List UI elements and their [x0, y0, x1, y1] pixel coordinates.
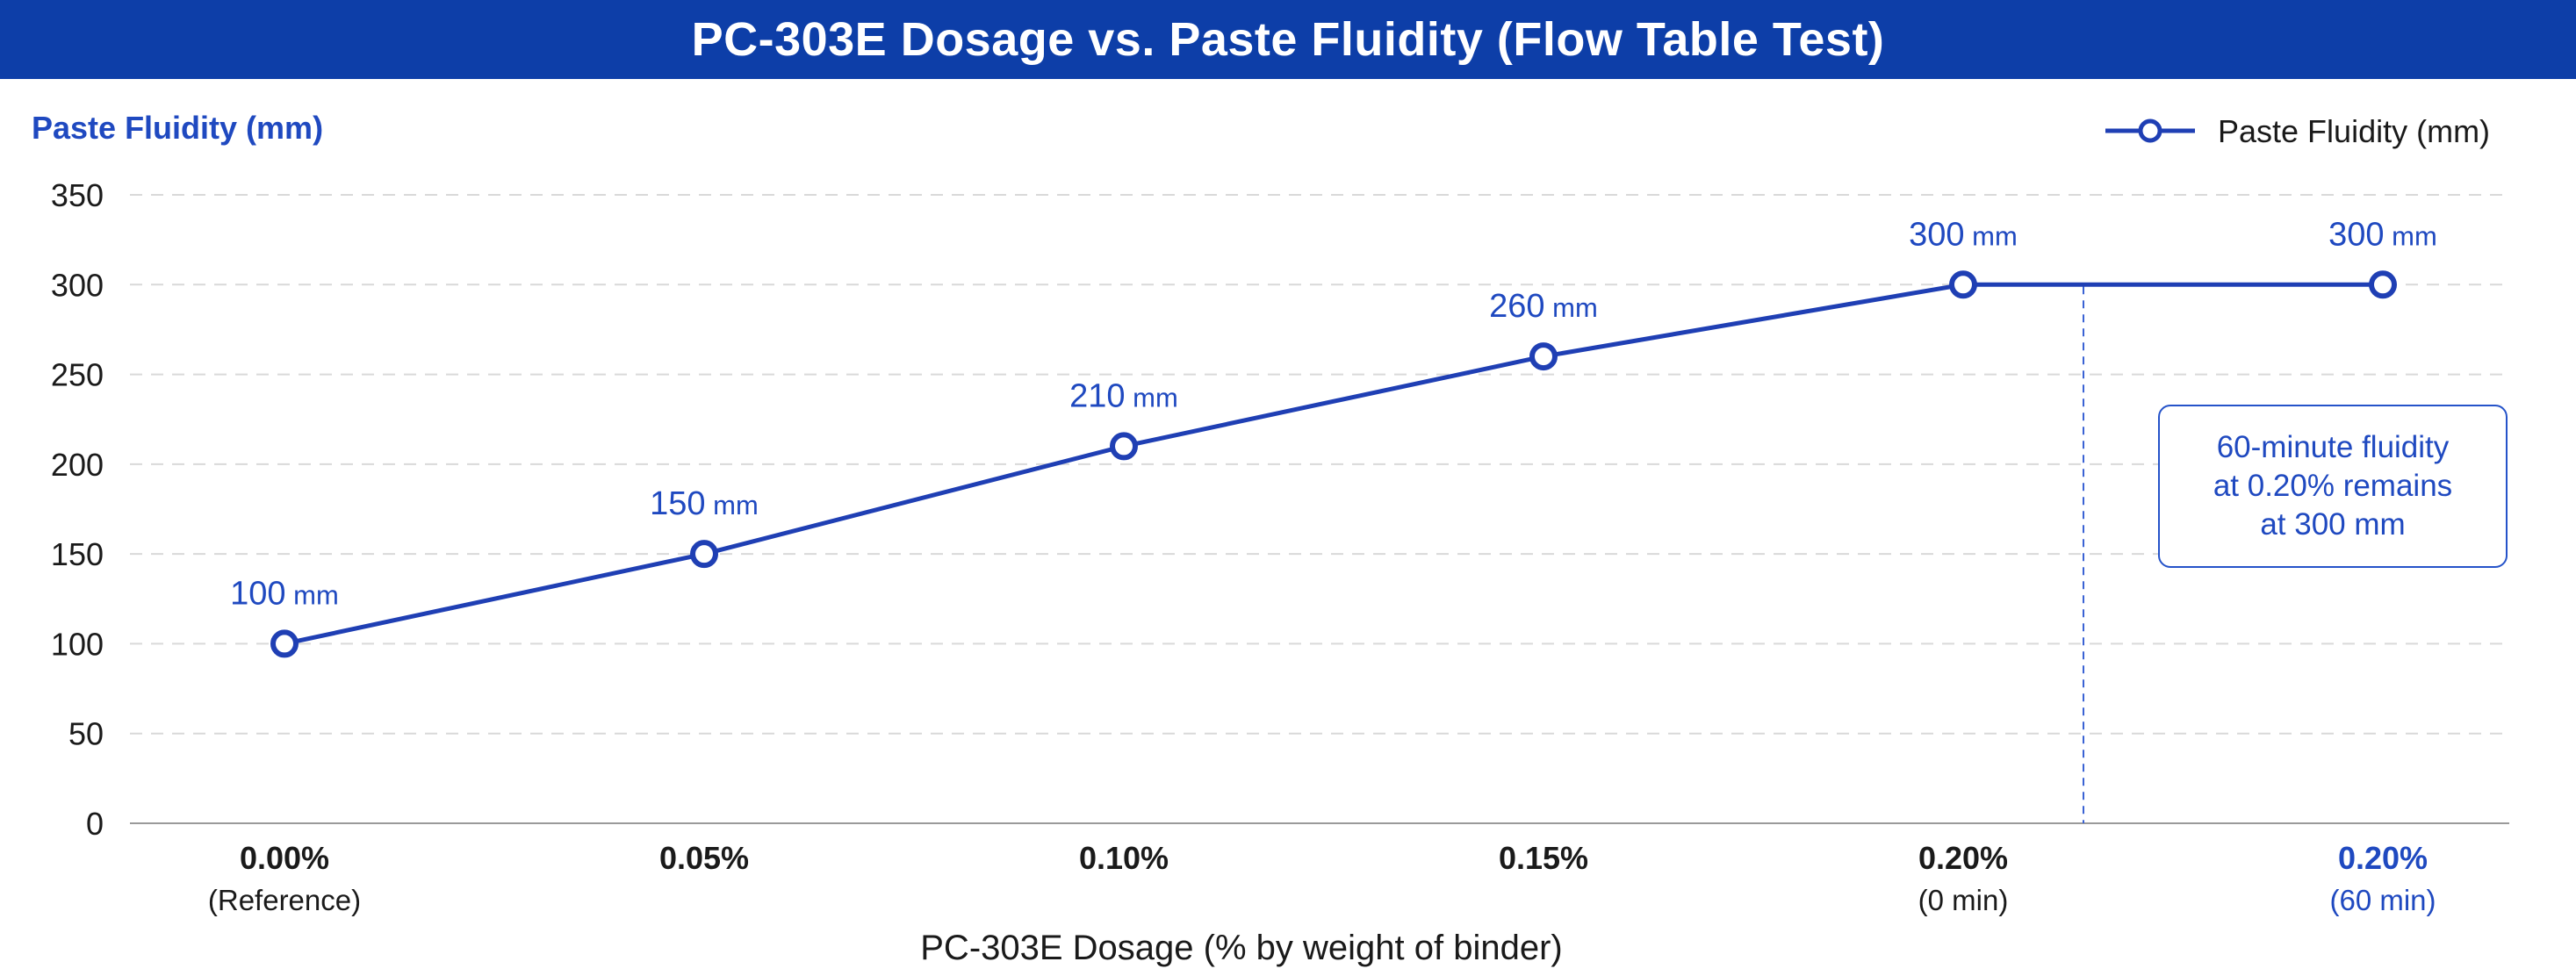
- data-labels: 100 mm 150 mm 210 mm 260 mm 300 mm 300 mm: [230, 216, 2437, 612]
- x-tick-sublabel: (0 min): [1918, 884, 2009, 916]
- data-point: [1949, 270, 1977, 299]
- x-tick-label: 0.10%: [1079, 840, 1169, 876]
- data-point: [1110, 432, 1138, 461]
- data-point: [270, 629, 299, 658]
- gridlines: [130, 194, 2509, 735]
- y-tick-label: 50: [68, 716, 104, 752]
- y-tick-label: 100: [51, 626, 104, 662]
- series-line: [284, 282, 2383, 646]
- data-point: [690, 540, 718, 569]
- legend-marker: [2138, 118, 2162, 143]
- legend-label: Paste Fluidity (mm): [2218, 113, 2490, 149]
- y-tick-label: 250: [51, 357, 104, 393]
- x-tick-sublabel: (60 min): [2329, 884, 2436, 916]
- y-tick-label: 350: [51, 177, 104, 213]
- y-tick-label: 300: [51, 267, 104, 303]
- chart-title: PC-303E Dosage vs. Paste Fluidity (Flow …: [691, 13, 1885, 66]
- chart-title-bar: PC-303E Dosage vs. Paste Fluidity (Flow …: [0, 0, 2576, 79]
- annotation-callout: 60-minute fluidity at 0.20% remains at 3…: [2158, 405, 2508, 568]
- y-tick-label: 150: [51, 536, 104, 572]
- data-label: 300 mm: [2328, 216, 2437, 253]
- x-tick-label: 0.15%: [1499, 840, 1588, 876]
- x-tick-label: 0.20%: [2338, 840, 2428, 876]
- data-label: 150 mm: [650, 485, 759, 522]
- data-label: 300 mm: [1909, 216, 2018, 253]
- legend: Paste Fluidity (mm): [2105, 113, 2490, 149]
- y-tick-label: 200: [51, 447, 104, 483]
- x-tick-label: 0.00%: [240, 840, 329, 876]
- x-axis-title: PC-303E Dosage (% by weight of binder): [920, 929, 1562, 967]
- data-label: 260 mm: [1489, 288, 1598, 325]
- y-tick-label: 0: [86, 806, 104, 842]
- y-axis-title: Paste Fluidity (mm): [32, 110, 323, 146]
- x-tick-label: 0.05%: [659, 840, 749, 876]
- series-layer: [270, 270, 2397, 658]
- data-point: [2369, 270, 2397, 299]
- x-tick-label: 0.20%: [1918, 840, 2008, 876]
- x-tick-sublabel: (Reference): [208, 884, 361, 916]
- data-label: 210 mm: [1069, 377, 1178, 414]
- data-point: [1529, 342, 1558, 371]
- data-label: 100 mm: [230, 575, 339, 612]
- axes: 0 50 100 150 200 250 300 350 0.00% (Reference) 0.0…: [32, 110, 2509, 967]
- annotation-text: 60-minute fluidity at 0.20% remains at 3…: [2213, 430, 2453, 542]
